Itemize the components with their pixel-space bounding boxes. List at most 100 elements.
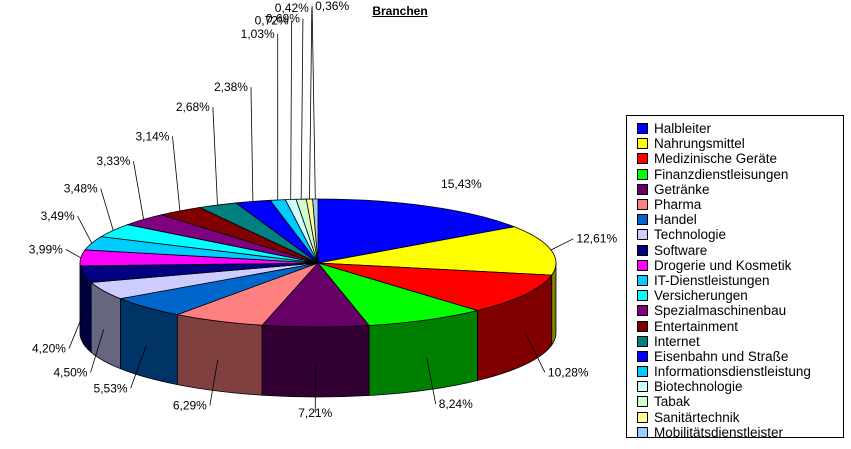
legend-label: Informationsdienstleistung: [654, 364, 811, 380]
legend-swatch: [637, 123, 648, 135]
leader-line-1: [550, 238, 574, 251]
legend-item-15: Eisenbahn und Straße: [637, 349, 843, 364]
legend-label: Drogerie und Kosmetik: [654, 257, 792, 273]
data-label-20: 0,36%: [315, 0, 349, 13]
legend-item-1: Nahrungsmittel: [637, 136, 843, 151]
leader-line-15: [250, 87, 254, 202]
data-label-16: 1,03%: [241, 27, 275, 41]
legend-item-19: Sanitärtechnik: [637, 410, 843, 425]
legend-swatch: [637, 335, 648, 347]
legend-swatch: [637, 138, 648, 150]
legend-swatch: [637, 214, 648, 226]
legend-label: Spezialmaschinenbau: [654, 303, 787, 319]
data-label-17: 0,72%: [255, 14, 289, 28]
legend-swatch: [637, 259, 648, 271]
legend-label: Sanitärtechnik: [654, 409, 740, 425]
leader-line-6: [130, 345, 147, 389]
data-label-13: 3,14%: [135, 129, 169, 143]
leader-line-7: [90, 329, 105, 373]
legend-label: Mobilitätsdienstleister: [654, 424, 784, 440]
data-label-14: 2,68%: [176, 100, 210, 114]
data-label-11: 3,48%: [64, 182, 98, 196]
legend-swatch: [637, 366, 648, 378]
legend-item-11: Versicherungen: [637, 288, 843, 303]
legend-swatch: [637, 199, 648, 211]
legend: Halbleiter Nahrungsmittel Medizinische Ger…: [626, 115, 844, 440]
legend-label: Entertainment: [654, 318, 739, 334]
data-label-12: 3,33%: [96, 154, 130, 168]
legend-label: Tabak: [654, 394, 691, 410]
legend-item-10: IT-Dienstleistungen: [637, 273, 843, 288]
pie-slice-3: [316, 262, 479, 326]
legend-swatch: [637, 320, 648, 332]
leader-line-9: [65, 249, 81, 259]
data-label-2: 10,28%: [548, 365, 589, 379]
legend-item-0: Halbleiter: [637, 121, 843, 136]
legend-label: Nahrungsmittel: [654, 136, 745, 152]
leader-line-12: [133, 161, 145, 220]
data-label-0: 15,43%: [441, 177, 482, 191]
leader-line-19: [309, 8, 313, 200]
legend-swatch: [637, 183, 648, 195]
pie-side-1: [551, 262, 557, 347]
legend-item-9: Drogerie und Kosmetik: [637, 258, 843, 273]
leader-line-10: [77, 216, 93, 244]
legend-label: Handel: [654, 212, 697, 228]
data-label-9: 3,99%: [29, 242, 63, 256]
data-label-3: 8,24%: [439, 397, 473, 411]
pie-chart: 15,43% 12,61% 10,28% 8,24% 7,21% 6,29% 5,53% 4,…: [29, 0, 618, 420]
legend-item-12: Spezialmaschinenbau: [637, 303, 843, 318]
data-label-8: 4,20%: [32, 342, 66, 356]
legend-item-16: Informationsdienstleistung: [637, 364, 843, 379]
legend-label: IT-Dienstleistungen: [654, 272, 770, 288]
data-label-18: 0,69%: [266, 12, 300, 26]
leader-line-8: [68, 312, 85, 349]
legend-item-17: Biotechnologie: [637, 379, 843, 394]
data-label-7: 4,50%: [53, 366, 87, 380]
pie-slice-4: [261, 262, 370, 328]
legend-swatch: [637, 153, 648, 165]
data-label-4: 7,21%: [298, 406, 332, 420]
chart-title: Branchen: [372, 4, 428, 18]
leader-line-14: [212, 107, 218, 206]
pie-slice-0: [317, 198, 516, 264]
legend-swatch: [637, 168, 648, 180]
leader-line-11: [100, 188, 114, 231]
legend-swatch: [637, 290, 648, 302]
data-label-19: 0,42%: [275, 1, 309, 15]
pie-slice-1: [317, 226, 557, 276]
leader-line-2: [524, 332, 546, 373]
legend-item-18: Tabak: [637, 394, 843, 409]
legend-item-4: Getränke: [637, 182, 843, 197]
legend-label: Finanzdienstleisungen: [654, 166, 789, 182]
leader-line-17: [290, 20, 293, 200]
legend-item-20: Mobilitätsdienstleister: [637, 425, 843, 440]
legend-label: Eisenbahn und Straße: [654, 348, 789, 364]
legend-item-8: Software: [637, 243, 843, 258]
legend-swatch: [637, 396, 648, 408]
legend-label: Versicherungen: [654, 288, 748, 304]
legend-label: Halbleiter: [654, 121, 712, 137]
legend-swatch: [637, 426, 648, 438]
legend-label: Software: [654, 242, 708, 258]
leader-line-13: [172, 136, 181, 211]
data-label-6: 5,53%: [94, 381, 128, 395]
legend-swatch: [637, 229, 648, 241]
legend-label: Internet: [654, 333, 700, 349]
legend-item-13: Entertainment: [637, 318, 843, 334]
legend-swatch: [637, 274, 648, 286]
legend-item-5: Pharma: [637, 197, 843, 212]
legend-item-6: Handel: [637, 212, 843, 227]
legend-swatch: [637, 350, 648, 362]
legend-item-2: Medizinische Geräte: [637, 151, 843, 166]
legend-label: Technologie: [654, 227, 727, 243]
legend-swatch: [637, 244, 648, 256]
legend-swatch: [637, 305, 648, 317]
pie-side-5: [176, 314, 263, 396]
legend-label: Medizinische Geräte: [654, 151, 778, 167]
data-label-1: 12,61%: [576, 232, 617, 246]
data-label-15: 2,38%: [214, 80, 248, 94]
leader-line-18: [300, 18, 304, 200]
legend-item-14: Internet: [637, 334, 843, 349]
legend-label: Biotechnologie: [654, 379, 743, 395]
